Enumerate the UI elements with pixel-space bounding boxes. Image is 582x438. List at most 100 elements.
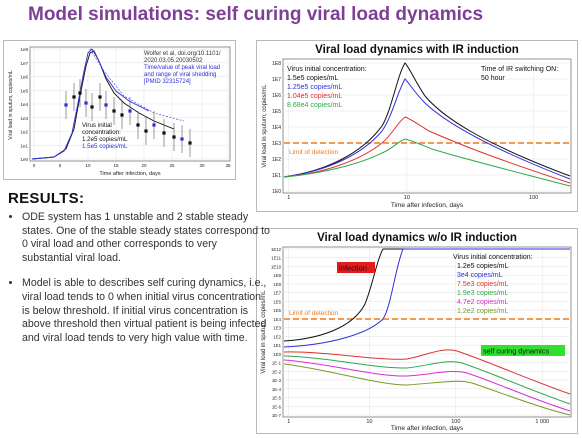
y-tick-label: 1e3 <box>20 116 28 121</box>
y-tick-label: 1E5 <box>272 109 281 115</box>
top-chart-grid <box>283 62 571 192</box>
x-tick-label: 10 <box>366 419 372 425</box>
x-tick-label: 0 <box>33 163 36 168</box>
small-note-3: [PMID 32315724] <box>144 79 191 85</box>
bottom-curve-olive <box>283 363 571 416</box>
y-tick-label: 1e6 <box>20 75 28 80</box>
y-tick-label: 1E12 <box>271 247 282 252</box>
top-chart-yticks: 1E8 1E7 1E6 1E5 1E4 1E3 1E2 1E1 1E0 <box>272 61 281 195</box>
data-point <box>180 137 184 141</box>
bottom-legend-item-2: 3e4 copies/mL <box>457 272 503 279</box>
y-tick-label: 1e2 <box>20 130 28 135</box>
x-tick-label: 100 <box>451 419 460 425</box>
y-tick-label: 1E-6 <box>272 404 282 409</box>
top-switch-label-2: 50 hour <box>481 75 505 82</box>
small-citation-2: 2020.03.05.20030502 <box>144 58 203 64</box>
small-curve-blue <box>31 48 150 160</box>
bottom-chart-title: Viral load dynamics w/o IR induction <box>317 232 517 244</box>
top-legend-item-1: 1.5e5 copies/mL <box>287 75 338 82</box>
results-bullet-2: Model is able to describes self curing d… <box>22 277 270 345</box>
bottom-curve-blue <box>283 248 570 348</box>
small-chart-xticks: 0 5 10 15 20 25 30 35 <box>33 163 231 168</box>
data-point <box>144 129 148 133</box>
results-section: RESULTS: ODE system has 1 unstable and 2… <box>8 190 270 357</box>
small-legend-item-2: 1.5e5 copies/mL <box>82 143 128 150</box>
y-tick-label: 1E5 <box>273 308 281 313</box>
top-chart-ylabel: Viral load in sputum, copies/mL <box>262 84 268 168</box>
small-legend-title-2: concentration: <box>82 129 121 136</box>
y-tick-label: 1E4 <box>272 125 281 131</box>
bottom-legend-item-5: 4.7e2 copies/mL <box>457 299 508 306</box>
data-point <box>78 91 82 95</box>
results-list: ODE system has 1 unstable and 2 stable s… <box>8 211 270 345</box>
small-note-1: Time/value of peak viral load <box>144 65 220 71</box>
y-tick-label: 1E-1 <box>272 361 282 366</box>
small-chart-points <box>64 79 192 157</box>
bottom-curve-magenta <box>283 359 571 412</box>
y-tick-label: 1E2 <box>272 157 281 163</box>
data-point <box>162 131 166 135</box>
y-tick-label: 1E8 <box>273 282 281 287</box>
y-tick-label: 1E-5 <box>272 396 282 401</box>
bottom-curve-red <box>283 349 571 395</box>
x-tick-label: 30 <box>199 163 205 168</box>
x-tick-label: 15 <box>113 163 119 168</box>
x-tick-label: 10 <box>404 195 410 201</box>
x-tick-label: 1 000 <box>535 419 549 425</box>
y-tick-label: 1e0 <box>20 157 28 162</box>
bottom-curve-green <box>283 355 571 405</box>
y-tick-label: 1E10 <box>271 264 282 269</box>
y-tick-label: 1E7 <box>272 77 281 83</box>
self-cure-badge <box>481 345 565 356</box>
y-tick-label: 1E1 <box>272 173 281 179</box>
y-tick-label: 1E11 <box>271 256 281 261</box>
y-tick-label: 1e5 <box>20 88 28 93</box>
y-tick-label: 1e1 <box>20 143 28 148</box>
bottom-chart-xticks: 1 10 100 1 000 <box>287 419 549 425</box>
top-legend-item-4: 8.68e4 copies/mL <box>287 102 342 109</box>
bottom-legend-item-1: 1.2e5 copies/mL <box>457 263 508 270</box>
x-tick-label: 35 <box>225 163 231 168</box>
small-curve-blue-dashed <box>89 48 185 122</box>
y-tick-label: 1E7 <box>273 291 281 296</box>
top-chart-xticks: 1 10 100 <box>287 195 538 201</box>
data-point <box>188 141 192 145</box>
data-point <box>90 105 94 109</box>
bottom-chart-ylabel: Viral load in sputum, copies/mL <box>261 290 267 374</box>
bottom-legend-item-3: 7.5e3 copies/mL <box>457 281 508 288</box>
results-bullet-1: ODE system has 1 unstable and 2 stable s… <box>22 211 270 265</box>
data-point <box>72 95 76 99</box>
data-point <box>104 103 108 107</box>
small-legend-title-1: Virus initial <box>82 122 112 129</box>
bottom-legend-item-4: 1.9e3 copies/mL <box>457 290 508 297</box>
x-tick-label: 100 <box>529 195 538 201</box>
slide-title: Model simulations: self curing viral loa… <box>28 4 484 25</box>
data-point <box>120 113 124 117</box>
bottom-chart-xlabel: Time after infection, days <box>391 425 464 432</box>
top-legend-item-2: 1.25e5 copies/mL <box>287 84 342 91</box>
y-tick-label: 1E3 <box>272 141 281 147</box>
data-point <box>172 135 176 139</box>
self-cure-label: self curing dynamics <box>483 347 549 356</box>
bottom-legend-title: Virus initial concentration: <box>453 254 533 261</box>
top-legend-item-3: 1.04e5 copies/mL <box>287 93 342 100</box>
infection-label: infection <box>339 264 367 273</box>
y-tick-label: 1E0 <box>273 352 281 357</box>
y-tick-label: 1E-7 <box>272 413 282 418</box>
data-point <box>84 101 88 105</box>
data-point <box>152 123 156 127</box>
small-legend-item-1: 1.2e5 copies/mL <box>82 136 128 143</box>
y-tick-label: 1e7 <box>20 61 28 66</box>
results-heading: RESULTS: <box>8 190 85 207</box>
bottom-curve-black <box>283 248 570 342</box>
top-legend-title: Virus initial concentration: <box>287 66 367 73</box>
top-chart: Viral load dynamics with IR induction 1E… <box>262 44 572 209</box>
data-point <box>64 103 68 107</box>
top-curve-black <box>283 62 571 178</box>
y-tick-label: 1E-3 <box>272 378 282 383</box>
x-tick-label: 5 <box>59 163 62 168</box>
y-tick-label: 1E0 <box>272 189 281 195</box>
top-chart-title: Viral load dynamics with IR induction <box>315 44 519 56</box>
y-tick-label: 1e4 <box>20 102 28 107</box>
small-chart-panel: 1e8 1e7 1e6 1e5 1e4 1e3 1e2 1e1 1e0 0 5 10 15 20 25 30… <box>3 40 236 180</box>
